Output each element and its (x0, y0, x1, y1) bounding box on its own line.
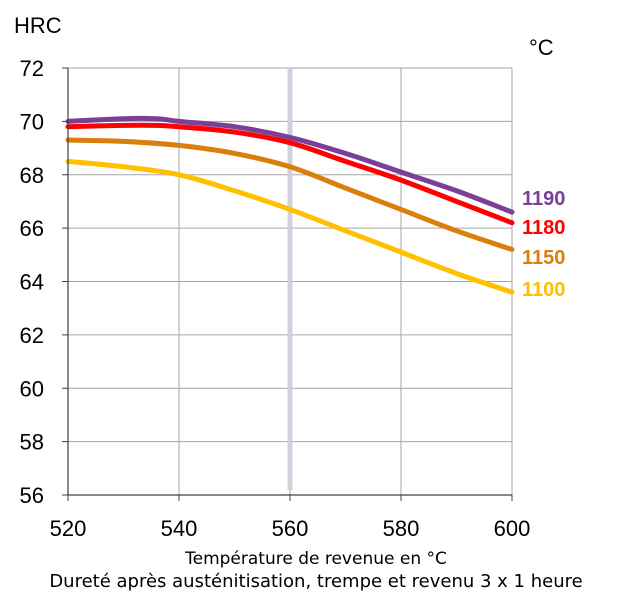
y-tick-label: 62 (20, 323, 44, 348)
chart-caption: Dureté après austénitisation, trempe et … (49, 571, 583, 592)
series-line-1180 (65, 122, 515, 226)
series-line-1100 (65, 158, 515, 295)
x-tick-label: 600 (494, 516, 531, 541)
y-axis-label: HRC (14, 13, 62, 38)
y-tick-label: 72 (20, 56, 44, 81)
series-label-1180: 1180 (522, 217, 565, 239)
series-labels: 1190 1180 1150 1100 (522, 188, 565, 301)
y-tick-label: 56 (20, 483, 44, 508)
y-tick-label: 58 (20, 430, 44, 455)
y-tick-label: 60 (20, 376, 44, 401)
legend-unit-label: °C (529, 35, 554, 60)
y-tick-label: 70 (20, 109, 44, 134)
x-tick-label: 540 (161, 516, 198, 541)
tick-labels: 56 58 60 62 64 66 68 70 72 520 540 560 580 600 (20, 56, 531, 541)
x-tick-label: 560 (272, 516, 309, 541)
series-label-1100: 1100 (522, 279, 565, 301)
y-tick-label: 68 (20, 163, 44, 188)
y-tick-label: 64 (20, 270, 44, 295)
series-lines (65, 115, 515, 295)
series-line-1150 (65, 137, 515, 252)
x-axis-label: Température de revenue en °C (185, 549, 447, 569)
x-tick-label: 520 (50, 516, 87, 541)
series-line-1190 (65, 115, 515, 215)
series-label-1190: 1190 (522, 188, 565, 210)
series-label-1150: 1150 (522, 247, 565, 269)
axes (62, 67, 513, 501)
y-tick-label: 66 (20, 216, 44, 241)
x-tick-label: 580 (383, 516, 420, 541)
